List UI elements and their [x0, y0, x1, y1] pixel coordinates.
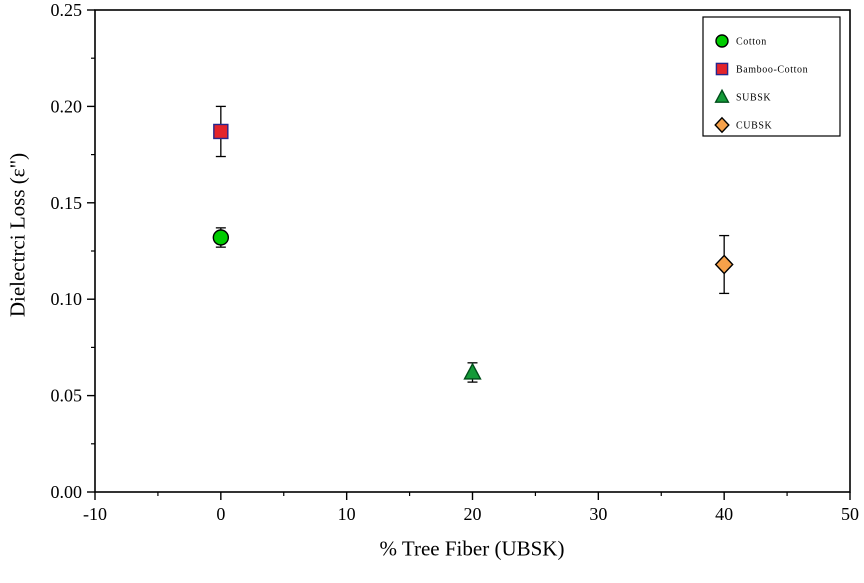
- x-tick-label: 50: [841, 504, 859, 524]
- data-point-cubsk: [714, 254, 734, 275]
- y-tick-label: 0.15: [51, 193, 83, 213]
- legend-label-cotton: Cotton: [736, 37, 767, 48]
- x-tick-label: -10: [83, 504, 107, 524]
- data-point-subsk: [463, 362, 482, 380]
- legend-marker-subsk: [714, 88, 730, 103]
- legend-marker-bamboo-cotton: [715, 62, 729, 76]
- legend-label-bamboo-cotton: Bamboo-Cotton: [736, 65, 808, 76]
- x-tick-label: 20: [464, 504, 482, 524]
- y-tick-label: 0.00: [51, 482, 83, 502]
- x-tick-label: 0: [216, 504, 225, 524]
- x-axis-title: % Tree Fiber (UBSK): [379, 536, 565, 561]
- y-tick-label: 0.10: [51, 289, 83, 309]
- legend-label-subsk: SUBSK: [736, 93, 771, 104]
- legend-marker-cotton: [715, 34, 729, 48]
- y-axis-title: Dielectrci Loss (ε"): [5, 152, 30, 318]
- y-tick-label: 0.20: [51, 96, 83, 116]
- legend-marker-cubsk: [714, 116, 730, 134]
- x-tick-label: 40: [715, 504, 733, 524]
- plot-frame: [94, 9, 851, 493]
- x-tick-label: 30: [589, 504, 607, 524]
- data-point-cotton: [212, 229, 230, 246]
- legend-label-cubsk: CUBSK: [736, 121, 773, 132]
- x-tick-label: 10: [338, 504, 356, 524]
- y-tick-label: 0.25: [51, 0, 83, 20]
- y-tick-label: 0.05: [51, 386, 83, 406]
- data-point-bamboo-cotton: [213, 123, 229, 140]
